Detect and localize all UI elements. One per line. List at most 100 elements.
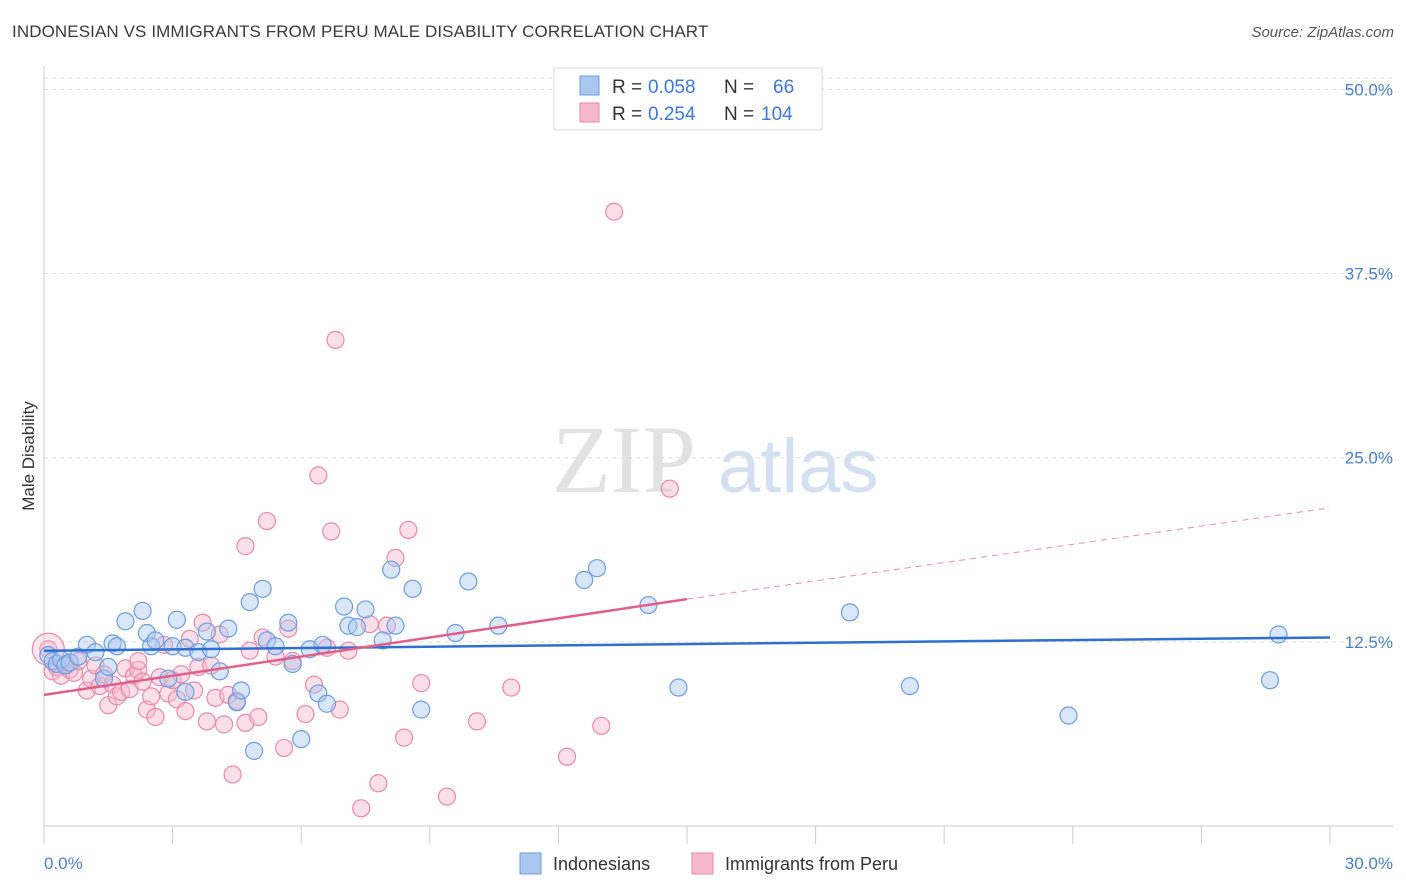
peru-point-48 [257,511,277,531]
legend-peru-swatch [691,852,714,875]
watermark-atlas: atlas [718,424,879,509]
y-axis-title: Male Disability [19,401,38,511]
indonesians-point-24 [197,622,216,641]
indonesians-point-41 [317,694,337,713]
indonesians-point-49 [403,579,422,598]
peru-trend-line [43,597,688,697]
peru-point-54 [304,675,324,694]
y-tick-label-3: 50.0% [1345,80,1393,99]
legend-n-label-1: N = [724,77,754,98]
peru-point-40 [214,715,234,734]
indonesians-point-45 [356,600,375,619]
indonesians-point-57 [669,678,688,697]
peru-point-66 [394,728,414,747]
indonesians-point-30 [240,592,259,612]
peru-point-24 [146,707,165,727]
peru-point-69 [437,787,457,806]
indonesians-point-52 [459,572,478,591]
peru-point-36 [197,712,216,731]
indonesians-point-26 [210,662,229,681]
indonesians-point-34 [266,637,285,656]
legend-n-value-2: 104 [761,104,793,125]
peru-trend-extension [686,507,1331,600]
peru-point-68 [412,674,431,693]
correlation-legend: R = 0.058 N = 66 R = 0.254 N = 104 [553,67,823,131]
peru-point-65 [386,548,405,568]
legend-n-label-2: N = [724,104,754,125]
y-tick-label-0: 12.5% [1345,633,1393,652]
indonesians-point-28 [227,693,246,712]
indonesians-point-54 [575,570,594,590]
indonesians-point-62 [1269,625,1288,644]
peru-point-77 [129,651,148,671]
legend-swatch-pink [579,102,600,123]
indonesians-trend-line [43,636,1331,652]
peru-point-32 [180,629,199,649]
indonesians-point-48 [386,616,405,635]
peru-point-76 [236,537,255,556]
legend-r-value-2: 0.254 [648,104,696,125]
peru-point-74 [605,202,624,221]
peru-point-67 [399,520,418,540]
peru-point-72 [557,747,577,766]
peru-point-23 [142,687,161,706]
indonesians-point-8 [86,643,105,662]
peru-point-0 [39,640,58,659]
indonesians-point-42 [334,597,354,616]
indonesians-point-50 [412,700,431,719]
indonesians-point-32 [253,579,272,598]
indonesians-point-59 [900,676,920,696]
peru-point-53 [296,704,315,724]
peru-point-35 [193,613,212,632]
peru-point-42 [223,765,242,784]
x-tick-label-max: 30.0% [1345,854,1393,873]
peru-point-63 [369,774,388,793]
series-legend: Indonesians Immigrants from Peru [519,852,898,875]
legend-n-value-1: 66 [773,77,794,98]
peru-point-58 [326,330,345,349]
indonesians-point-14 [133,601,152,621]
indonesians-point-61 [1260,671,1280,690]
y-tick-label-1: 25.0% [1345,449,1393,468]
indonesians-point-31 [244,741,264,760]
indonesians-point-35 [279,613,298,632]
chart-title: INDONESIAN VS IMMIGRANTS FROM PERU MALE … [12,22,709,41]
axes [43,66,1393,844]
peru-point-75 [660,479,679,498]
gridlines [44,77,1393,643]
indonesians-point-44 [347,618,367,637]
indonesians-point-55 [587,559,607,578]
y-tick-label-2: 37.5% [1345,265,1393,284]
indonesians-point-17 [146,631,165,650]
source-label: Source: ZipAtlas.com [1251,24,1394,41]
watermark-zip: ZIP [552,406,696,513]
legend-r-value-1: 0.058 [648,77,696,98]
peru-point-45 [240,641,259,660]
indonesians-point-12 [107,637,126,656]
legend-swatch-blue [579,75,600,96]
legend-r-label-2: R = [612,104,642,125]
peru-point-57 [322,522,341,541]
y-tick-labels: 12.5% 25.0% 37.5% 50.0% [1345,80,1393,651]
legend-indonesians-label: Indonesians [553,854,650,874]
indonesians-point-29 [232,681,251,700]
peru-point-70 [467,712,487,731]
peru-point-46 [249,707,268,727]
peru-point-50 [274,738,294,758]
peru-point-71 [502,678,521,697]
indonesians-point-37 [292,729,311,749]
indonesians-point-27 [219,619,238,638]
indonesians-point-40 [313,635,332,654]
indonesians-point-58 [840,603,859,622]
trend-lines [43,507,1331,697]
legend-peru-label: Immigrants from Peru [725,854,898,874]
indonesians-point-47 [382,560,401,579]
legend-indonesians-swatch [519,852,542,875]
legend-r-label-1: R = [612,77,642,98]
indonesians-point-18 [159,669,178,688]
peru-point-55 [309,466,328,485]
indonesians-point-13 [116,612,135,631]
indonesians-point-10 [99,657,118,677]
indonesians-point-20 [167,610,186,629]
indonesians-point-22 [176,682,195,702]
